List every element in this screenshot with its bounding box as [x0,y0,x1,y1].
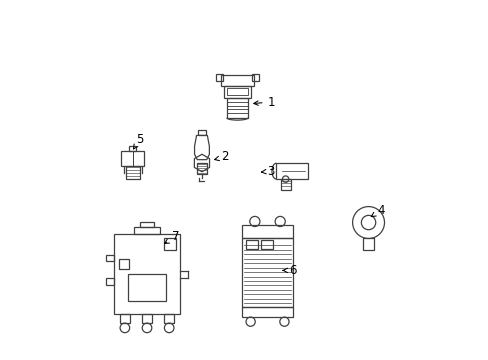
Bar [242,238,292,307]
Bar [142,314,152,323]
Text: 3: 3 [261,165,274,177]
Text: 6: 6 [283,264,296,277]
Text: 7: 7 [164,230,179,243]
Bar [114,234,180,314]
Bar [126,166,139,179]
Bar [105,255,114,261]
Bar [226,98,247,118]
Bar [121,151,144,166]
Text: 1: 1 [253,95,274,108]
Bar [198,130,205,135]
Bar [280,179,290,190]
Bar [105,278,114,285]
Bar [129,147,136,151]
Bar [251,74,258,81]
Bar [221,75,253,86]
Bar [133,228,160,234]
Bar [362,238,373,249]
Text: 5: 5 [133,133,143,149]
Bar [260,240,273,249]
Bar [226,89,247,95]
Text: 2: 2 [214,150,228,163]
Bar [216,74,223,81]
Bar [140,222,153,228]
Text: 4: 4 [370,204,384,217]
Bar [242,225,292,238]
Bar [245,240,258,249]
Bar [163,314,174,323]
Bar [224,86,250,98]
Bar [276,163,307,179]
Bar [242,307,292,317]
Bar [119,314,130,323]
Bar [164,238,176,250]
Bar [119,259,128,269]
Bar [197,163,206,175]
Bar [128,274,165,301]
